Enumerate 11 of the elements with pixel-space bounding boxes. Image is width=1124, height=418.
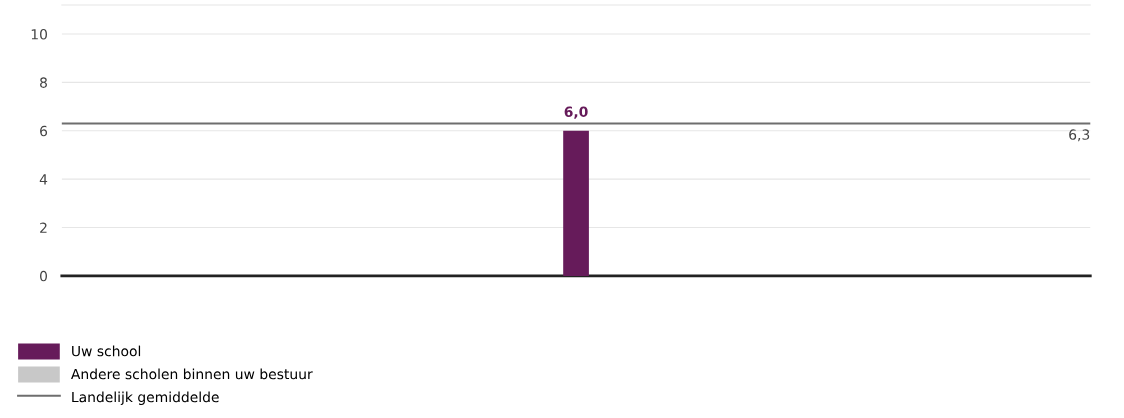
y-tick-label: 4: [39, 174, 48, 185]
y-tick-label: 6: [40, 125, 48, 137]
y-tick-label: 2: [40, 222, 47, 233]
legend-label: Landelijk gemiddelde: [72, 391, 219, 405]
data-label: 6,0: [564, 106, 588, 119]
y-tick-label: 0: [40, 270, 48, 282]
y-tick-label: 10: [31, 29, 48, 40]
legend-label: Uw school: [72, 345, 141, 357]
annotation: 6,3: [1069, 129, 1090, 142]
legend-label: Andere scholen binnen uw bestuur: [71, 368, 313, 380]
y-tick-label: 8: [40, 77, 47, 88]
